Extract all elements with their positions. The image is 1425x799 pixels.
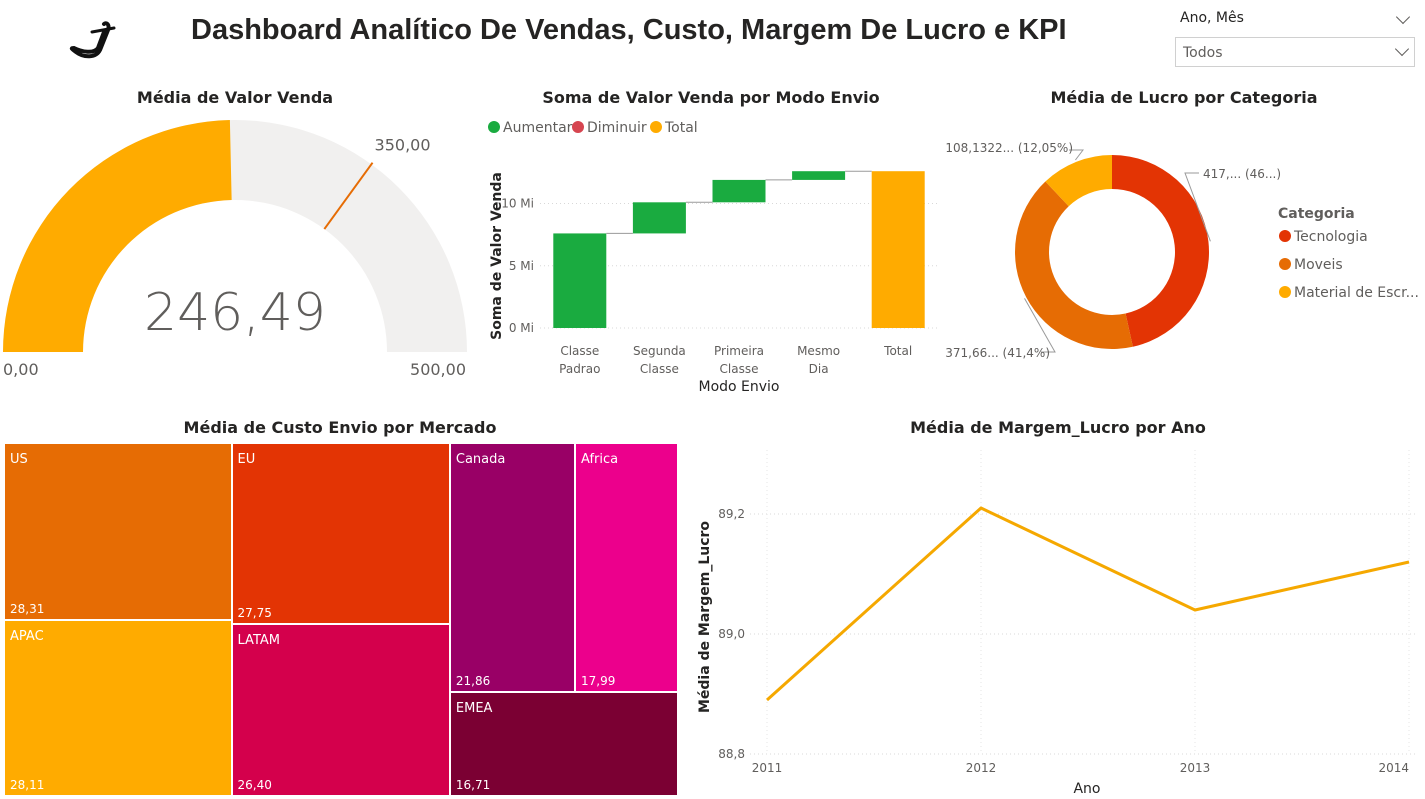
waterfall-category-label: Classe	[560, 344, 599, 358]
donut-legend-title: Categoria	[1278, 206, 1355, 222]
legend-diminuir[interactable]: Diminuir	[572, 120, 647, 136]
gauge-target-line	[323, 162, 374, 230]
donut-legend-label: Material de Escr...	[1294, 285, 1419, 301]
page-title: Dashboard Analítico De Vendas, Custo, Ma…	[191, 14, 1067, 46]
waterfall-bar	[632, 202, 686, 234]
treemap-cell-us[interactable]: US 28,31	[4, 443, 232, 621]
donut-leader-line	[1069, 149, 1085, 161]
waterfall-category-label: Mesmo	[797, 344, 840, 358]
treemap-cell-value: 27,75	[237, 605, 272, 620]
waterfall-bar	[712, 179, 766, 203]
treemap-cell-label: US	[10, 452, 28, 467]
treemap-cell-label: EMEA	[455, 700, 493, 716]
waterfall-category-label: Dia	[809, 362, 829, 376]
chevron-down-icon[interactable]	[1395, 9, 1411, 25]
gauge-title: Média de Valor Venda	[136, 88, 334, 107]
line-ytick-label: 88,8	[718, 747, 745, 761]
line-series	[765, 506, 1410, 702]
waterfall-bar	[553, 233, 607, 328]
treemap-chart[interactable]: US 28,31 APAC 28,11 EU 27,75 LATAM 26,40 Canada 2…	[4, 443, 678, 796]
waterfall-y-axis-title: Soma de Valor Venda	[489, 172, 505, 340]
waterfall-ytick-label: 10 Mi	[501, 197, 534, 211]
donut-slice	[1045, 155, 1112, 207]
slicer-label: Ano, Mês	[1180, 10, 1244, 26]
donut-leader-line	[1024, 298, 1056, 353]
gauge-value-arc	[3, 120, 232, 352]
treemap-cell-latam[interactable]: LATAM 26,40	[231, 623, 450, 796]
donut-legend-label: Moveis	[1294, 257, 1343, 273]
donut-legend-marker	[1279, 286, 1291, 298]
waterfall-title: Soma de Valor Venda por Modo Envio	[542, 88, 880, 107]
gauge-chart[interactable]: 350,00 246,49 0,00 500,00	[0, 110, 475, 390]
treemap-cell-label: APAC	[10, 629, 44, 645]
donut-legend-label: Tecnologia	[1293, 229, 1368, 245]
date-slicer-dropdown[interactable]: Todos	[1175, 37, 1415, 67]
gauge-max-label: 500,00	[410, 360, 466, 379]
brand-logo	[69, 21, 116, 59]
treemap-cell-eu[interactable]: EU 27,75	[231, 443, 450, 624]
donut-chart[interactable]: 417,... (46...) 371,66... (41,4%) 108,1322…	[945, 130, 1425, 380]
treemap-cell-africa[interactable]: Africa 17,99	[575, 443, 678, 692]
line-y-axis-title: Média de Margem_Lucro	[697, 521, 713, 713]
treemap-cell-emea[interactable]: EMEA 16,71	[449, 691, 678, 796]
line-xtick-label: 2014	[1378, 761, 1409, 775]
waterfall-category-label: Classe	[640, 362, 679, 376]
treemap-cell-value: 26,40	[237, 777, 272, 792]
treemap-cell-value: 28,31	[10, 602, 45, 617]
donut-slice-label: 371,66... (41,4%)	[945, 346, 1050, 360]
legend-total[interactable]: Total	[650, 120, 698, 136]
line-chart[interactable]: 88,8 89,0 89,2 2011 2012 2013 2014 Ano Média de …	[690, 440, 1425, 799]
legend-aumentar[interactable]: Aumentar	[488, 120, 572, 136]
treemap-cell-value: 17,99	[581, 673, 616, 688]
gauge-value-label: 246,49	[144, 283, 326, 343]
donut-slice-label: 417,... (46...)	[1203, 167, 1281, 181]
waterfall-chart[interactable]: 0 Mi 5 Mi 10 Mi Classe Padrao Segunda Classe Pr…	[480, 140, 950, 400]
waterfall-bar	[871, 171, 925, 328]
treemap-cell-label: Canada	[455, 452, 506, 467]
treemap-cell-apac[interactable]: APAC 28,11	[4, 620, 232, 796]
waterfall-ytick-label: 0 Mi	[509, 321, 534, 335]
treemap-cell-label: LATAM	[237, 632, 280, 648]
donut-slice-label: 108,1322... (12,05%)	[945, 141, 1073, 155]
chevron-down-icon	[1394, 41, 1410, 57]
waterfall-bar	[792, 171, 846, 180]
line-x-axis-title: Ano	[1073, 781, 1100, 797]
donut-title: Média de Lucro por Categoria	[1050, 88, 1318, 107]
line-ytick-label: 89,2	[718, 507, 745, 521]
waterfall-category-label: Primeira	[714, 344, 764, 358]
gauge-target-label: 350,00	[375, 136, 431, 155]
line-chart-title: Média de Margem_Lucro por Ano	[910, 418, 1206, 437]
donut-leader-line	[1184, 172, 1211, 242]
line-xtick-label: 2012	[966, 761, 997, 775]
treemap-cell-value: 28,11	[10, 777, 45, 792]
treemap-cell-label: Africa	[581, 452, 619, 467]
treemap-cell-label: EU	[237, 452, 256, 467]
waterfall-category-label: Padrao	[559, 362, 600, 376]
waterfall-category-label: Total	[883, 344, 912, 358]
treemap-title: Média de Custo Envio por Mercado	[183, 418, 497, 437]
waterfall-category-label: Segunda	[633, 344, 686, 358]
gauge-min-label: 0,00	[3, 360, 39, 379]
slicer-value: Todos	[1183, 45, 1223, 61]
line-ytick-label: 89,0	[718, 627, 745, 641]
treemap-cell-value: 16,71	[455, 777, 491, 792]
waterfall-ytick-label: 5 Mi	[509, 259, 534, 273]
donut-slice	[1014, 181, 1133, 349]
waterfall-category-label: Classe	[720, 362, 759, 376]
waterfall-x-axis-title: Modo Envio	[698, 379, 779, 395]
donut-legend-marker	[1279, 230, 1291, 242]
treemap-cell-value: 21,86	[455, 673, 491, 688]
donut-legend-marker	[1279, 258, 1291, 270]
line-xtick-label: 2013	[1180, 761, 1211, 775]
line-xtick-label: 2011	[752, 761, 783, 775]
donut-slice	[1112, 155, 1209, 347]
treemap-cell-canada[interactable]: Canada 21,86	[449, 443, 575, 692]
